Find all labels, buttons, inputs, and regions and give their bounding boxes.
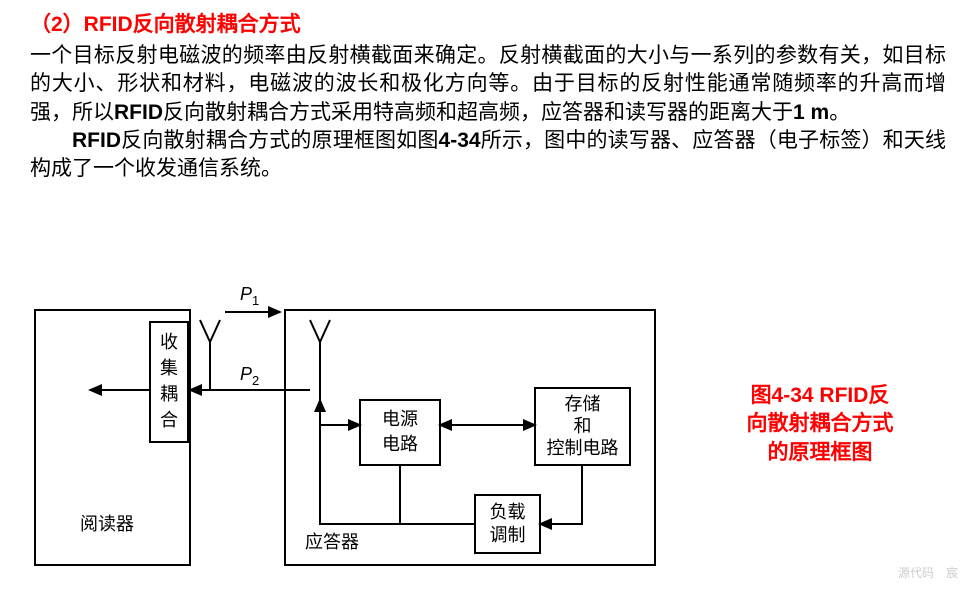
caption-line1: 图4-34 RFID反 — [751, 384, 890, 407]
para1-distance: 1 m — [793, 101, 829, 124]
caption-line3: 的原理框图 — [768, 441, 873, 464]
svg-text:阅读器: 阅读器 — [80, 514, 134, 534]
svg-text:2: 2 — [252, 373, 259, 388]
svg-text:负载: 负载 — [490, 502, 526, 522]
section-heading: （2）RFID反向散射耦合方式 — [30, 8, 946, 38]
rfid-block-diagram: 阅读器收集耦合应答器电源电路存储和控制电路负载调制P1P2 — [30, 280, 670, 585]
svg-text:调制: 调制 — [490, 525, 526, 545]
figure-caption: 图4-34 RFID反 向散射耦合方式 的原理框图 — [690, 382, 950, 467]
svg-text:电路: 电路 — [382, 434, 418, 454]
svg-text:集: 集 — [160, 358, 178, 378]
para2-rfid: RFID — [72, 129, 121, 152]
para2-fig: 4-34 — [439, 129, 481, 152]
svg-text:存储: 存储 — [565, 394, 601, 414]
paragraph-2: RFID反向散射耦合方式的原理框图如图4-34所示，图中的读写器、应答器（电子标… — [30, 127, 946, 184]
svg-text:1: 1 — [252, 293, 259, 308]
svg-text:P: P — [240, 364, 252, 384]
svg-text:耦: 耦 — [160, 384, 178, 404]
svg-text:收: 收 — [160, 332, 178, 352]
para1-end: 。 — [829, 101, 850, 124]
svg-text:和: 和 — [574, 416, 592, 436]
svg-text:P: P — [240, 284, 252, 304]
para2-mid1: 反向散射耦合方式的原理框图如图 — [121, 129, 439, 152]
svg-text:合: 合 — [160, 410, 178, 430]
paragraph-1: 一个目标反射电磁波的频率由反射横截面来确定。反射横截面的大小与一系列的参数有关，… — [30, 42, 946, 127]
svg-text:应答器: 应答器 — [305, 532, 359, 552]
svg-text:电源: 电源 — [382, 409, 418, 429]
para1-rfid: RFID — [114, 101, 163, 124]
caption-line2: 向散射耦合方式 — [747, 412, 894, 435]
diagram-container: 阅读器收集耦合应答器电源电路存储和控制电路负载调制P1P2 图4-34 RFID… — [30, 280, 950, 580]
watermark: 源代码 宸 — [898, 564, 958, 581]
para1-mid: 反向散射耦合方式采用特高频和超高频，应答器和读写器的距离大于 — [163, 101, 793, 124]
svg-text:控制电路: 控制电路 — [547, 438, 619, 458]
